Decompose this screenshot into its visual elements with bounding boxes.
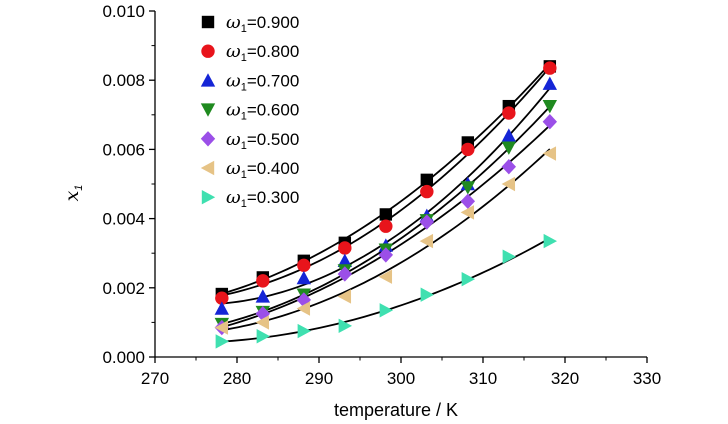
data-point-s3-1: [214, 301, 230, 315]
data-point-s4-9: [542, 99, 558, 114]
data-point-s7-8: [502, 249, 517, 264]
data-point-s7-2: [256, 329, 271, 344]
data-point-s7-7: [461, 271, 476, 287]
data-point-s2-5: [379, 219, 393, 233]
data-points: [214, 60, 558, 349]
data-point-s2-2: [256, 274, 270, 288]
data-point-s6-5: [378, 269, 393, 284]
data-point-s5-6: [419, 214, 435, 230]
data-point-s2-3: [297, 258, 311, 273]
data-point-s7-6: [420, 287, 435, 302]
legend-marker-6: [200, 160, 215, 176]
data-point-s1-6: [420, 173, 434, 187]
y-tick-label: 0.008: [102, 71, 145, 90]
x-tick-label: 270: [141, 369, 169, 388]
data-point-s2-8: [502, 106, 516, 120]
axes: 270 280 290 300 310 320 330 0.000 0.002 0.004 0.00…: [102, 2, 661, 388]
data-point-s4-8: [501, 141, 517, 155]
legend-label-5: ω1=0.500: [226, 129, 299, 152]
data-point-s3-3: [296, 270, 312, 285]
fit-line-series-6: [221, 148, 551, 332]
data-point-s6-4: [337, 289, 352, 304]
data-point-s3-8: [501, 128, 517, 142]
data-point-s2-7: [461, 142, 475, 157]
data-point-s2-1: [215, 291, 229, 305]
data-point-s7-1: [215, 334, 230, 349]
legend-label-6: ω1=0.400: [226, 158, 299, 181]
data-point-s5-9: [542, 114, 558, 130]
data-point-s1-5: [379, 208, 393, 221]
legend-label-3: ω1=0.700: [226, 70, 299, 93]
data-point-s6-6: [419, 233, 434, 249]
legend-marker-3: [200, 73, 216, 87]
data-point-s2-9: [543, 61, 557, 75]
x-axis-title: temperature / K: [334, 400, 458, 420]
y-tick-label: 0.000: [102, 348, 145, 367]
legend: ω1=0.900 ω1=0.800 ω1=0.700 ω1=0.600 ω1=0.500…: [200, 12, 299, 210]
legend-label-7: ω1=0.300: [226, 187, 299, 210]
data-point-s7-5: [379, 303, 394, 318]
legend-marker-4: [200, 103, 216, 117]
data-point-s6-3: [296, 301, 311, 316]
x-tick-label: 290: [305, 369, 333, 388]
data-point-s3-2: [255, 289, 271, 303]
y-axis-title: x1: [61, 185, 85, 202]
legend-marker-2: [201, 44, 215, 58]
legend-marker-7: [201, 190, 216, 205]
data-point-s3-9: [542, 76, 558, 90]
data-point-s6-8: [501, 176, 516, 192]
legend-label-2: ω1=0.800: [226, 41, 299, 64]
data-point-s2-6: [420, 184, 434, 199]
x-tick-label: 280: [223, 369, 251, 388]
data-point-s2-4: [338, 241, 352, 255]
data-point-s5-5: [378, 247, 394, 263]
y-tick-label: 0.002: [102, 279, 145, 298]
y-tick-label: 0.004: [102, 210, 145, 229]
x-tick-label: 300: [387, 369, 415, 388]
legend-marker-1: [201, 15, 215, 29]
data-point-s7-9: [543, 233, 558, 249]
y-tick-label: 0.010: [102, 2, 145, 21]
data-point-s7-3: [297, 323, 312, 339]
y-tick-label: 0.006: [102, 140, 145, 159]
data-point-s7-4: [338, 318, 353, 334]
x-tick-label: 310: [469, 369, 497, 388]
data-point-s5-4: [337, 266, 353, 282]
data-point-s4-7: [460, 181, 476, 195]
data-point-s6-1: [214, 320, 229, 335]
data-point-s6-2: [255, 315, 270, 330]
legend-marker-5: [200, 131, 216, 147]
x-tick-label: 330: [633, 369, 661, 388]
x-tick-label: 320: [551, 369, 579, 388]
data-point-s3-4: [337, 253, 353, 268]
legend-label-4: ω1=0.600: [226, 100, 299, 123]
data-point-s5-8: [501, 159, 517, 175]
legend-label-1: ω1=0.900: [226, 12, 299, 35]
data-point-s6-7: [460, 205, 475, 220]
data-point-s5-7: [460, 193, 476, 209]
data-point-s6-9: [542, 146, 557, 161]
